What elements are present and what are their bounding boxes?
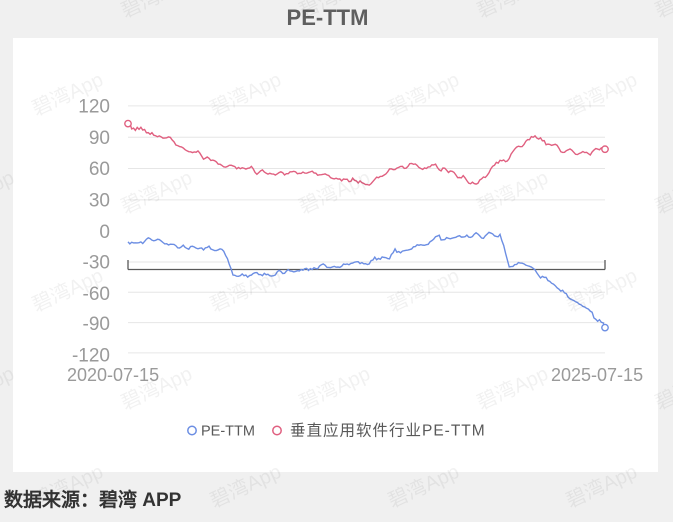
svg-text:PE-TTM: PE-TTM (201, 423, 255, 439)
svg-text:90: 90 (89, 128, 110, 149)
svg-text:-30: -30 (83, 253, 110, 274)
svg-text:-90: -90 (83, 314, 110, 335)
svg-text:60: 60 (89, 159, 110, 180)
svg-text:2025-07-15: 2025-07-15 (551, 365, 643, 385)
svg-text:垂直应用软件行业PE-TTM: 垂直应用软件行业PE-TTM (290, 420, 486, 439)
svg-text:-120: -120 (72, 346, 110, 367)
svg-text:120: 120 (78, 97, 110, 118)
svg-text:-60: -60 (83, 284, 110, 305)
svg-text:30: 30 (89, 191, 110, 212)
svg-text:2020-07-15: 2020-07-15 (67, 365, 159, 385)
svg-text:0: 0 (99, 222, 110, 243)
